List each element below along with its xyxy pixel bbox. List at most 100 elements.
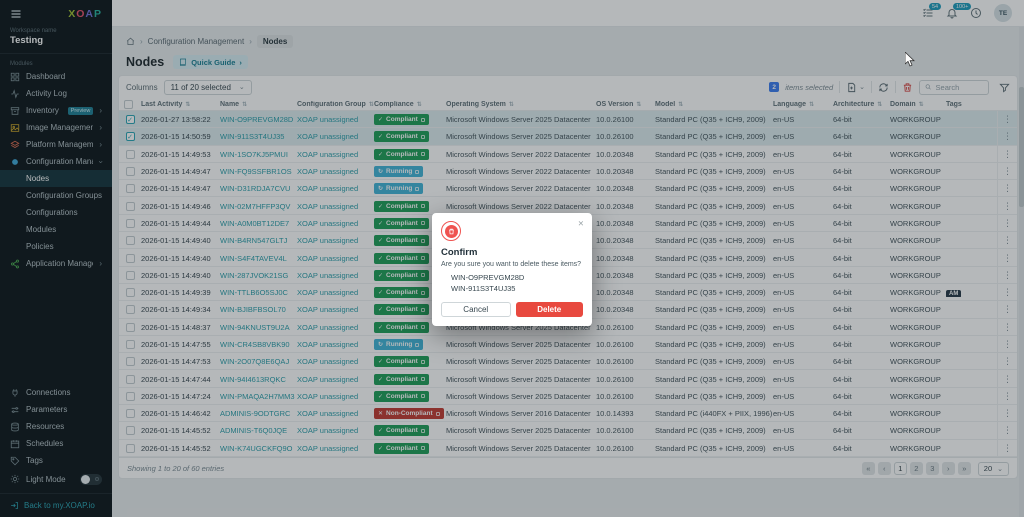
search-box[interactable] bbox=[919, 79, 989, 95]
row-actions-button[interactable] bbox=[997, 353, 1017, 371]
row-checkbox[interactable] bbox=[125, 236, 135, 246]
node-name-link[interactable]: WIN-A0M0BT12DE7 bbox=[220, 218, 290, 228]
table-row[interactable]: 2026-01-15 14:49:47 WIN-D31RDJA7CVU XOAP… bbox=[119, 180, 1017, 198]
row-checkbox[interactable] bbox=[125, 357, 135, 367]
configuration-group-link[interactable]: XOAP unassigned bbox=[297, 167, 359, 177]
sidebar-item-parameters[interactable]: Parameters bbox=[0, 401, 112, 418]
sidebar-item-configurations[interactable]: Configurations bbox=[26, 208, 78, 217]
row-checkbox[interactable] bbox=[125, 409, 135, 419]
row-checkbox[interactable] bbox=[125, 218, 135, 228]
scrollbar-thumb[interactable] bbox=[1019, 87, 1024, 207]
node-name-link[interactable]: WIN-1SO7KJ5PMUI bbox=[220, 149, 288, 159]
row-checkbox[interactable] bbox=[125, 184, 135, 194]
table-row[interactable]: 2026-01-15 14:47:24 WIN-PMAQA2H7MM3 XOAP… bbox=[119, 387, 1017, 406]
table-row[interactable]: 2026-01-15 14:45:52 WIN-K74UGCKFQ9O XOAP… bbox=[119, 439, 1017, 457]
compliance-badge[interactable]: ↻ Running bbox=[374, 339, 424, 350]
row-actions-button[interactable] bbox=[997, 197, 1017, 215]
next-page-button[interactable]: › bbox=[941, 462, 955, 475]
compliance-badge[interactable]: ✓ Compliant bbox=[374, 235, 429, 247]
node-name-link[interactable]: WIN-PMAQA2H7MM3 bbox=[220, 391, 295, 401]
col-configuration-group[interactable]: Configuration Group bbox=[297, 101, 374, 108]
sidebar-item-policies[interactable]: Policies bbox=[26, 242, 54, 251]
history-clock-button[interactable] bbox=[970, 7, 982, 19]
sidebar-item-connections[interactable]: Connections bbox=[0, 384, 112, 401]
compliance-badge[interactable]: ✓ Compliant bbox=[374, 442, 429, 454]
node-name-link[interactable]: WIN-K74UGCKFQ9O bbox=[220, 443, 293, 453]
node-name-link[interactable]: ADMINIS-T6Q0JQE bbox=[220, 426, 288, 436]
configuration-group-link[interactable]: XOAP unassigned bbox=[297, 443, 359, 453]
table-row[interactable]: 2026-01-15 14:47:55 WIN-CR4SB8VBK90 XOAP… bbox=[119, 335, 1017, 354]
sidebar-item-modules[interactable]: Modules bbox=[26, 225, 57, 234]
row-checkbox[interactable] bbox=[125, 443, 135, 453]
compliance-badge[interactable]: ✓ Compliant bbox=[374, 356, 429, 368]
columns-select[interactable]: 11 of 20 selected ⌄ bbox=[163, 79, 252, 95]
row-checkbox[interactable] bbox=[125, 322, 135, 332]
configuration-group-link[interactable]: XOAP unassigned bbox=[297, 288, 359, 298]
compliance-badge[interactable]: ✓ Compliant bbox=[374, 287, 429, 299]
table-row[interactable]: 2026-01-15 14:50:59 WIN-911S3T4UJ35 XOAP… bbox=[119, 128, 1017, 146]
row-checkbox[interactable] bbox=[125, 426, 135, 436]
row-actions-button[interactable] bbox=[997, 422, 1017, 440]
compliance-badge[interactable]: ✓ Compliant bbox=[374, 425, 429, 437]
user-avatar[interactable]: TE bbox=[994, 4, 1012, 22]
sidebar-item-image-management[interactable]: Image Management bbox=[0, 119, 112, 136]
table-row[interactable]: 2026-01-15 14:45:52 ADMINIS-T6Q0JQE XOAP… bbox=[119, 422, 1017, 440]
compliance-badge[interactable]: ↻ Running bbox=[374, 183, 424, 195]
back-to-xoap-link[interactable]: Back to my.XOAP.io bbox=[0, 493, 112, 517]
sidebar-item-inventory[interactable]: Inventory Preview bbox=[0, 102, 112, 119]
configuration-group-link[interactable]: XOAP unassigned bbox=[297, 409, 359, 419]
compliance-badge[interactable]: ✓ Compliant bbox=[374, 252, 429, 264]
compliance-badge[interactable]: ✓ Compliant bbox=[374, 200, 429, 212]
col-operating-system[interactable]: Operating System bbox=[446, 101, 596, 108]
node-name-link[interactable]: WIN-TTLB6O5SJ0C bbox=[220, 288, 288, 298]
row-actions-button[interactable] bbox=[997, 232, 1017, 250]
table-row[interactable]: 2026-01-15 14:47:53 WIN-2O07Q8E6QAJ XOAP… bbox=[119, 353, 1017, 371]
compliance-badge[interactable]: ↻ Running bbox=[374, 166, 424, 178]
configuration-group-link[interactable]: XOAP unassigned bbox=[297, 426, 359, 436]
configuration-group-link[interactable]: XOAP unassigned bbox=[297, 322, 359, 332]
compliance-badge[interactable]: ✓ Compliant bbox=[374, 321, 429, 333]
table-row[interactable]: 2026-01-15 14:49:53 WIN-1SO7KJ5PMUI XOAP… bbox=[119, 145, 1017, 163]
page-size-select[interactable]: 20 ⌄ bbox=[977, 461, 1009, 476]
node-name-link[interactable]: WIN-94KNUST9U2A bbox=[220, 322, 290, 332]
row-actions-button[interactable] bbox=[997, 283, 1017, 302]
prev-page-button[interactable]: ‹ bbox=[877, 462, 891, 475]
configuration-group-link[interactable]: XOAP unassigned bbox=[297, 115, 359, 125]
sidebar-item-schedules[interactable]: Schedules bbox=[0, 435, 112, 452]
col-compliance[interactable]: Compliance bbox=[374, 101, 446, 108]
refresh-button[interactable] bbox=[878, 82, 889, 93]
table-row[interactable]: 2026-01-15 14:47:44 WIN-94I4613RQKC XOAP… bbox=[119, 370, 1017, 388]
col-name[interactable]: Name bbox=[220, 101, 297, 108]
close-icon[interactable]: ✕ bbox=[577, 219, 584, 228]
node-name-link[interactable]: WIN-911S3T4UJ35 bbox=[220, 132, 285, 142]
cancel-button[interactable]: Cancel bbox=[441, 302, 511, 317]
configuration-group-link[interactable]: XOAP unassigned bbox=[297, 357, 359, 367]
sidebar-item-platform-management[interactable]: Platform Management bbox=[0, 136, 112, 153]
filter-funnel-button[interactable] bbox=[999, 82, 1010, 93]
row-actions-button[interactable] bbox=[997, 335, 1017, 354]
configuration-group-link[interactable]: XOAP unassigned bbox=[297, 132, 359, 142]
row-checkbox[interactable] bbox=[125, 115, 135, 125]
sidebar-item-nodes[interactable]: Nodes bbox=[0, 170, 112, 187]
row-actions-button[interactable] bbox=[997, 180, 1017, 198]
row-actions-button[interactable] bbox=[997, 301, 1017, 319]
page-button-1[interactable]: 1 bbox=[893, 462, 907, 475]
compliance-badge[interactable]: ✓ Compliant bbox=[374, 114, 429, 126]
row-actions-button[interactable] bbox=[997, 111, 1017, 129]
node-name-link[interactable]: WIN-FQ9SSFBR1OS bbox=[220, 167, 292, 177]
node-name-link[interactable]: WIN-94I4613RQKC bbox=[220, 374, 286, 384]
search-input[interactable] bbox=[935, 82, 983, 92]
page-button-3[interactable]: 3 bbox=[925, 462, 939, 475]
compliance-badge[interactable]: ✓ Compliant bbox=[374, 269, 429, 281]
configuration-group-link[interactable]: XOAP unassigned bbox=[297, 340, 359, 349]
node-name-link[interactable]: WIN-S4F4TAVEV4L bbox=[220, 253, 287, 263]
table-row[interactable]: 2026-01-15 14:49:47 WIN-FQ9SSFBR1OS XOAP… bbox=[119, 162, 1017, 181]
row-checkbox[interactable] bbox=[125, 391, 135, 401]
col-domain[interactable]: Domain bbox=[890, 101, 946, 108]
row-actions-button[interactable] bbox=[997, 318, 1017, 336]
configuration-group-link[interactable]: XOAP unassigned bbox=[297, 184, 359, 194]
light-mode-toggle[interactable] bbox=[80, 473, 102, 485]
table-row[interactable]: 2026-01-15 14:48:37 WIN-94KNUST9U2A XOAP… bbox=[119, 318, 1017, 336]
row-actions-button[interactable] bbox=[997, 439, 1017, 457]
table-row[interactable]: 2026-01-27 13:58:22 WIN-O9PREVGM28D XOAP… bbox=[119, 111, 1017, 129]
